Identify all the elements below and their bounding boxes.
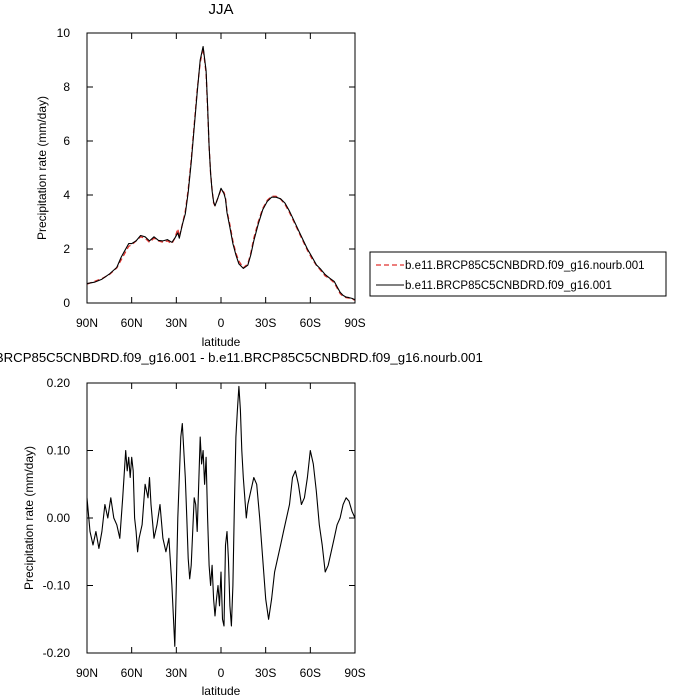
top-plot-x-axis-label: latitude <box>202 335 241 349</box>
bottom-plot-x-axis-label: latitude <box>202 684 241 698</box>
bottom-plot-title: b.e11.BRCP85C5CNBDRD.f09_g16.001 - b.e11… <box>0 350 483 365</box>
top-plot-series-line-1 <box>86 45 356 301</box>
top-plot-x-tick-label: 30N <box>165 316 187 330</box>
bottom-plot-y-tick-label: 0.10 <box>47 444 71 458</box>
top-plot-series <box>86 45 356 301</box>
top-plot-x-tick-label: 60S <box>300 316 321 330</box>
legend-label-nourb: b.e11.BRCP85C5CNBDRD.f09_g16.nourb.001 <box>405 260 645 272</box>
top-plot-y-tick-label: 6 <box>63 134 70 148</box>
bottom-plot-x-tick-label: 0 <box>218 666 225 680</box>
bottom-plot-x-tick-label: 30N <box>165 666 187 680</box>
bottom-plot-y-tick-label: -0.20 <box>43 646 71 660</box>
top-plot-x-tick-label: 30S <box>255 316 276 330</box>
top-plot-ticks: 90N 60N 30N 0 30S 60S 90S 0 2 4 6 8 10 <box>57 26 366 330</box>
bottom-plot-x-tick-label: 90N <box>76 666 98 680</box>
top-plot-y-tick-label: 4 <box>63 188 70 202</box>
legend: b.e11.BRCP85C5CNBDRD.f09_g16.nourb.001 b… <box>369 251 667 297</box>
top-plot-y-tick-label: 8 <box>63 80 70 94</box>
bottom-plot-frame <box>86 382 356 654</box>
bottom-plot-panel: b.e11.BRCP85C5CNBDRD.f09_g16.001 - b.e11… <box>0 350 483 698</box>
top-plot-y-tick-label: 10 <box>57 26 71 40</box>
bottom-plot-y-tick-label: 0.00 <box>47 511 71 525</box>
bottom-plot-y-axis-label: Precipitation rate (mm/day) <box>22 446 36 590</box>
top-plot-y-tick-label: 2 <box>63 242 70 256</box>
top-plot-x-tick-label: 90S <box>344 316 365 330</box>
bottom-plot-x-tick-label: 30S <box>255 666 276 680</box>
legend-box <box>369 251 667 297</box>
bottom-plot-x-tick-label: 90S <box>344 666 365 680</box>
bottom-plot-ticks: 90N 60N 30N 0 30S 60S 90S -0.20 -0.10 0.00 0.10 0.2… <box>43 376 366 680</box>
bottom-plot-series-line-0 <box>86 385 356 647</box>
bottom-plot-y-tick-label: -0.10 <box>43 579 71 593</box>
bottom-plot-x-tick-label: 60N <box>121 666 143 680</box>
legend-label-urb: b.e11.BRCP85C5CNBDRD.f09_g16.001 <box>405 280 612 292</box>
bottom-plot-x-tick-label: 60S <box>300 666 321 680</box>
top-plot-y-axis-label: Precipitation rate (mm/day) <box>35 96 49 240</box>
bottom-plot-series <box>86 385 356 647</box>
top-plot-frame <box>86 32 356 304</box>
bottom-plot-y-tick-label: 0.20 <box>47 376 71 390</box>
top-plot-y-tick-label: 0 <box>63 296 70 310</box>
top-plot-x-tick-label: 0 <box>218 316 225 330</box>
top-plot-title: JJA <box>208 1 233 18</box>
top-plot-x-tick-label: 90N <box>76 316 98 330</box>
top-plot-x-tick-label: 60N <box>121 316 143 330</box>
